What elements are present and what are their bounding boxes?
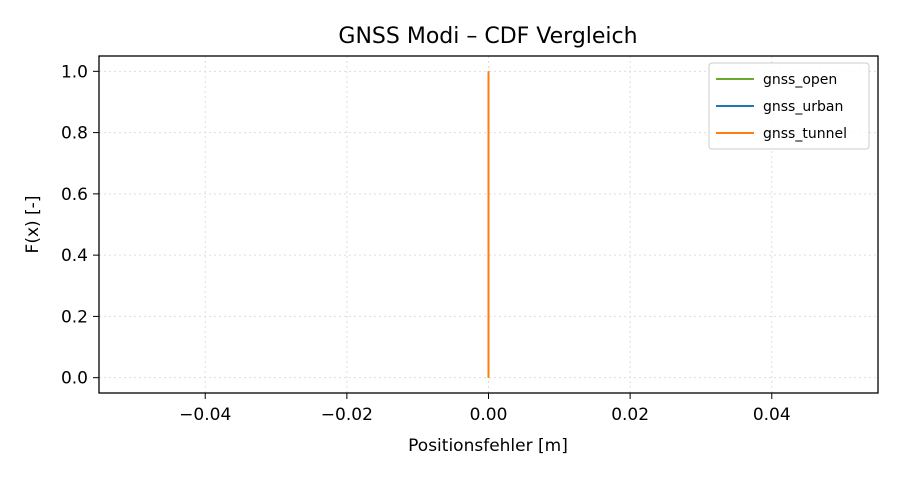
y-tick-label: 0.0 (61, 369, 88, 389)
y-tick-label: 1.0 (61, 62, 88, 82)
legend-label: gnss_urban (763, 99, 843, 115)
y-tick-label: 0.4 (61, 246, 88, 266)
ticks: −0.04 −0.02 0.00 0.02 0.04 0.0 0.2 0.4 0.6 0.8 1.0 (61, 62, 791, 425)
x-tick-label: −0.02 (321, 405, 373, 425)
legend: gnss_open gnss_urban gnss_tunnel (708, 62, 870, 150)
y-tick-label: 0.6 (61, 185, 88, 205)
legend-label: gnss_tunnel (763, 126, 847, 142)
chart-title: GNSS Modi – CDF Vergleich (338, 24, 637, 49)
y-axis-label: F(x) [-] (23, 196, 43, 254)
legend-label: gnss_open (763, 72, 837, 88)
x-tick-label: 0.00 (470, 405, 508, 425)
x-tick-label: 0.02 (611, 405, 649, 425)
x-tick-label: −0.04 (179, 405, 231, 425)
y-tick-label: 0.8 (61, 124, 88, 144)
x-axis-label: Positionsfehler [m] (408, 436, 568, 456)
x-tick-label: 0.04 (753, 405, 791, 425)
legend-box (708, 62, 870, 150)
y-tick-label: 0.2 (61, 307, 88, 327)
